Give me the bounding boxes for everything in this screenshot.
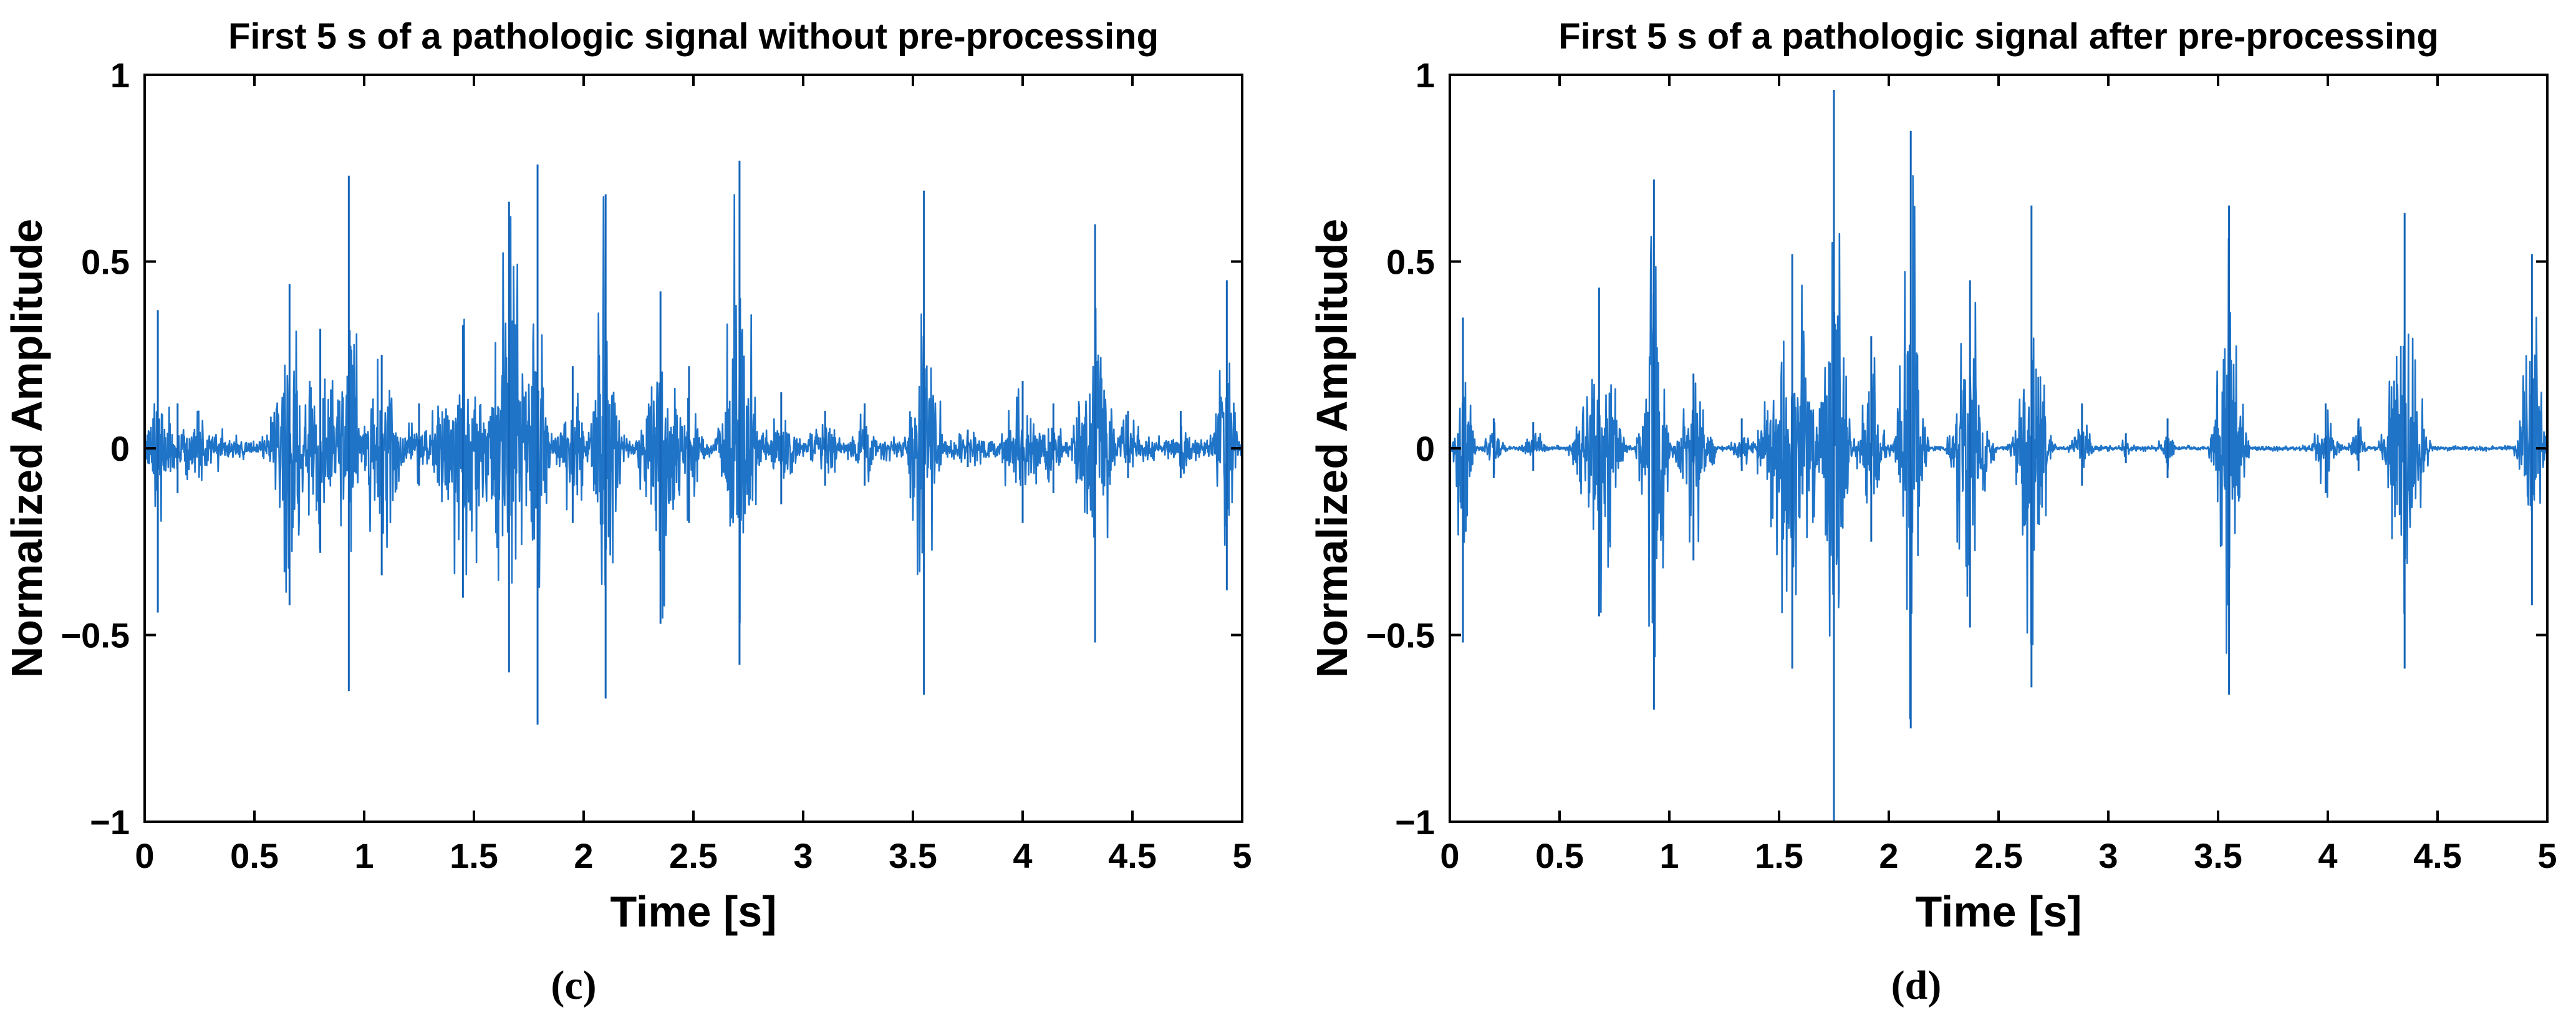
- panel-caption: (c): [551, 963, 596, 1008]
- x-tick-label: 3.5: [2194, 836, 2242, 875]
- y-tick-label: −0.5: [1366, 616, 1435, 655]
- x-tick-label: 0: [1440, 836, 1459, 875]
- y-tick-label: 0: [1416, 429, 1435, 468]
- chart-panel-c: First 5 s of a pathologic signal without…: [2, 16, 1252, 1008]
- x-tick-label: 1: [1659, 836, 1679, 875]
- x-tick-label: 2.5: [1974, 836, 2023, 875]
- x-tick-label: 1: [354, 836, 374, 875]
- x-tick-label: 0.5: [230, 836, 279, 875]
- x-tick-label: 0: [135, 836, 154, 875]
- x-tick-label: 1.5: [450, 836, 498, 875]
- y-axis-label: Normalized Amplitude: [2, 219, 51, 678]
- y-axis-label: Normalized Amplitude: [1308, 219, 1356, 678]
- y-tick-label: −1: [90, 802, 130, 842]
- x-tick-label: 4.5: [2413, 836, 2462, 875]
- chart-title: First 5 s of a pathologic signal after p…: [1558, 16, 2439, 57]
- x-tick-label: 5: [1232, 836, 1252, 875]
- x-tick-label: 4: [2318, 836, 2337, 875]
- y-tick-label: 0.5: [81, 243, 130, 282]
- x-tick-label: 4: [1013, 836, 1032, 875]
- signal-series: [1450, 175, 2547, 720]
- signal-series: [145, 194, 1242, 623]
- x-tick-label: 5: [2537, 836, 2557, 875]
- y-tick-label: −1: [1395, 802, 1435, 842]
- x-tick-label: 4.5: [1108, 836, 1157, 875]
- y-tick-label: 1: [1416, 55, 1435, 95]
- x-axis-label: Time [s]: [610, 887, 776, 936]
- x-tick-label: 1.5: [1755, 836, 1803, 875]
- x-tick-label: 3: [793, 836, 813, 875]
- panel-caption: (d): [1891, 963, 1942, 1008]
- x-tick-label: 2: [574, 836, 593, 875]
- x-axis-label: Time [s]: [1915, 887, 2082, 936]
- y-tick-label: 0.5: [1386, 243, 1435, 282]
- chart-title: First 5 s of a pathologic signal without…: [228, 16, 1159, 57]
- y-tick-label: −0.5: [60, 616, 130, 655]
- x-tick-label: 3: [2098, 836, 2118, 875]
- x-tick-label: 3.5: [889, 836, 937, 875]
- x-tick-label: 0.5: [1535, 836, 1584, 875]
- x-tick-label: 2.5: [669, 836, 718, 875]
- chart-panel-d: First 5 s of a pathologic signal after p…: [1308, 16, 2557, 1008]
- y-tick-label: 1: [110, 55, 130, 95]
- x-tick-label: 2: [1879, 836, 1898, 875]
- y-tick-label: 0: [110, 429, 130, 468]
